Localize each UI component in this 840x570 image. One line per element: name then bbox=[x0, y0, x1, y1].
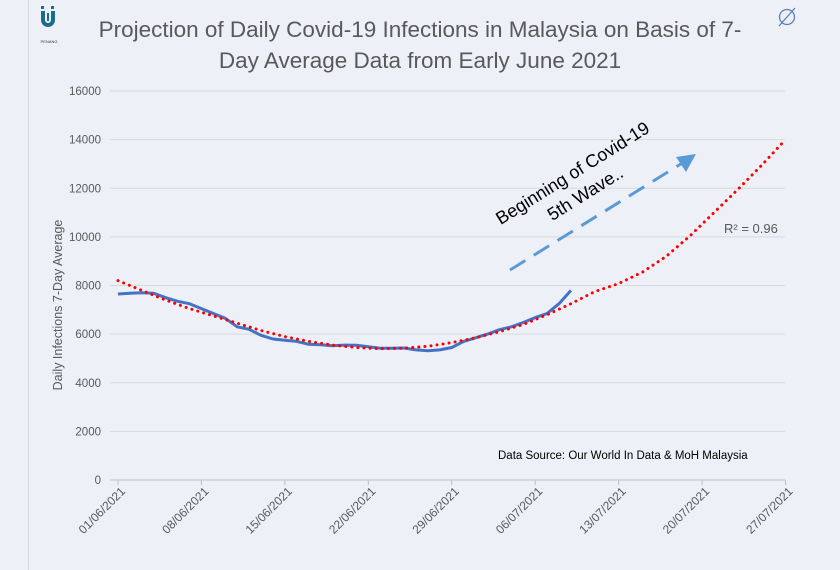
x-tick-label: 27/07/2021 bbox=[743, 484, 796, 537]
x-tick-label: 22/06/2021 bbox=[326, 484, 379, 537]
y-tick-label: 10000 bbox=[69, 232, 101, 244]
chart-title: Projection of Daily Covid-19 Infections … bbox=[98, 17, 742, 73]
x-tick-label: 13/07/2021 bbox=[576, 484, 629, 537]
y-tick-label: 4000 bbox=[75, 378, 101, 390]
r-squared-label: R² = 0.96 bbox=[724, 221, 778, 236]
actual-series-line bbox=[117, 289, 573, 353]
y-tick-label: 14000 bbox=[69, 135, 101, 147]
y-tick-label: 0 bbox=[95, 475, 101, 487]
y-axis-label: Daily Infections 7-Day Average bbox=[51, 220, 65, 391]
x-tick-label: 29/06/2021 bbox=[410, 484, 463, 537]
circle-slash-icon bbox=[776, 6, 798, 33]
wave-arrow-icon bbox=[509, 160, 685, 272]
chart-frame bbox=[28, 0, 840, 570]
data-source-label: Data Source: Our World In Data & MoH Mal… bbox=[498, 450, 748, 462]
wave-annotation: Beginning of Covid-19 5th Wave.. bbox=[492, 118, 696, 272]
y-tick-label: 16000 bbox=[69, 86, 101, 98]
x-tick-label: 06/07/2021 bbox=[493, 484, 546, 537]
y-tick-label: 12000 bbox=[69, 183, 101, 195]
logo-text: PENANG bbox=[40, 39, 58, 44]
penang-logo-icon: PENANG bbox=[38, 6, 60, 44]
y-tick-label: 6000 bbox=[75, 329, 101, 341]
x-tick-label: 20/07/2021 bbox=[660, 484, 713, 537]
x-tick-label: 01/06/2021 bbox=[76, 484, 129, 537]
wave-arrow-head bbox=[676, 154, 696, 172]
x-tick-label: 15/06/2021 bbox=[243, 484, 296, 537]
x-tick-label: 08/06/2021 bbox=[159, 484, 212, 537]
y-tick-label: 8000 bbox=[75, 281, 101, 293]
y-tick-label: 2000 bbox=[75, 426, 101, 438]
